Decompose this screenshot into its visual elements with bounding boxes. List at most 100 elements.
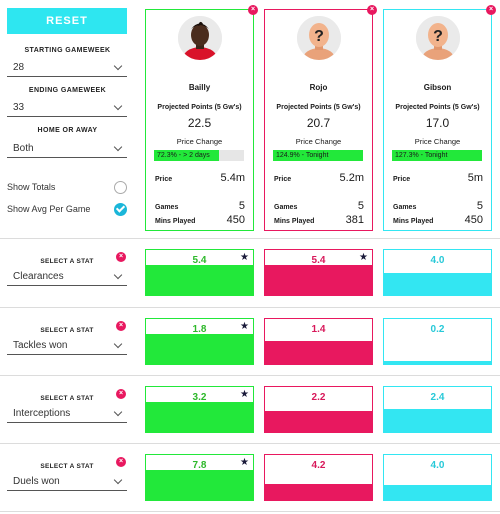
player-card: × ? Gibson Projected Points (5 Gw's) 17.… [383,5,496,231]
stat-value-cell: 4.2 [264,454,373,501]
stat-value: 0.2 [430,324,445,335]
show-totals-row[interactable]: Show Totals [7,179,127,195]
stat-bar-fill [384,409,491,432]
stat-bar-fill [146,334,253,364]
price-change-label: Price Change [176,137,223,146]
stat-value-cell: 1.4 [264,318,373,365]
mins-label: Mins Played [274,218,315,225]
mins-value: 450 [226,214,245,226]
starting-gameweek-label: STARTING GAMEWEEK [24,47,111,54]
divider [0,375,500,376]
price-change-label: Price Change [295,137,342,146]
stat-bar-fill [384,485,491,500]
remove-player-button[interactable]: × [486,5,496,15]
price-change-text: 127.3% - Tonight [395,152,448,159]
show-avg-row[interactable]: Show Avg Per Game [7,201,127,217]
stat-value-cell: 1.8 ★ [145,318,254,365]
price-label: Price [155,176,173,183]
close-icon: × [116,321,126,331]
stat-value: 2.4 [430,392,445,403]
player-name: Rojo [309,83,328,92]
close-icon: × [116,457,126,467]
checkmark-icon [115,203,126,213]
stat-value: 4.0 [430,460,445,471]
star-icon: ★ [359,252,368,263]
games-value: 5 [476,200,483,212]
price-change-label: Price Change [414,137,461,146]
ending-gameweek-select[interactable]: 33 [7,97,127,117]
star-icon: ★ [240,389,249,400]
price-change-bar: 127.3% - Tonight [392,150,482,161]
remove-player-button[interactable]: × [367,5,377,15]
stat-value-cell: 5.4 ★ [145,249,254,296]
price-value: 5.2m [339,172,364,184]
stat-select[interactable]: Duels won [7,473,127,491]
games-row: Games 5 [155,200,245,212]
stat-bar-fill [384,361,491,364]
show-totals-toggle[interactable] [114,180,127,194]
stat-bar-fill [384,273,491,295]
svg-text:?: ? [314,28,324,45]
mins-value: 381 [345,214,364,226]
stat-value: 1.8 [192,324,207,335]
mins-row: Mins Played 450 [393,214,483,226]
price-change-text: 124.9% - Tonight [276,152,329,159]
show-avg-label: Show Avg Per Game [7,204,91,214]
chevron-down-icon [113,407,123,417]
price-row: Price 5.4m [155,172,245,184]
mins-row: Mins Played 450 [155,214,245,226]
close-icon: × [116,252,126,262]
close-icon: × [248,5,258,15]
projected-points-label: Projected Points (5 Gw's) [157,104,242,111]
projected-points-label: Projected Points (5 Gw's) [276,104,361,111]
home-or-away-select[interactable]: Both [7,138,127,158]
price-change-bar: 124.9% - Tonight [273,150,363,161]
player-avatar: ? [297,16,341,60]
price-change-fill [154,150,220,161]
price-value: 5.4m [220,172,245,184]
show-avg-toggle[interactable] [114,202,127,216]
close-icon: × [116,389,126,399]
mins-label: Mins Played [393,218,434,225]
chevron-down-icon [113,270,123,280]
stat-value-cell: 0.2 [383,318,492,365]
player-name: Gibson [423,83,452,92]
remove-stat-button[interactable]: × [116,252,126,262]
stat-value: 3.2 [192,392,207,403]
remove-stat-button[interactable]: × [116,457,126,467]
stat-value: 7.8 [192,460,207,471]
stat-select[interactable]: Tackles won [7,337,127,355]
select-stat-label: SELECT A STAT [40,395,94,402]
divider [0,511,500,512]
stat-value: 5.4 [311,255,326,266]
stat-bar-fill [265,341,372,364]
stat-bar-fill [265,484,372,500]
games-value: 5 [238,200,245,212]
chevron-down-icon [113,339,123,349]
stat-value: 4.2 [311,460,326,471]
remove-stat-button[interactable]: × [116,321,126,331]
mins-value: 450 [464,214,483,226]
starting-gameweek-value: 28 [13,62,25,73]
select-stat-label: SELECT A STAT [40,463,94,470]
player-card: × ? Rojo Projected Points (5 Gw's) 20.7 … [264,5,377,231]
divider [0,238,500,239]
home-or-away-label: HOME OR AWAY [37,127,98,134]
stat-select-value: Clearances [13,271,64,282]
remove-player-button[interactable]: × [248,5,258,15]
reset-button[interactable]: RESET [7,8,127,34]
stat-value-cell: 5.4 ★ [264,249,373,296]
stat-select[interactable]: Clearances [7,268,127,286]
star-icon: ★ [240,252,249,263]
stat-select-value: Interceptions [13,408,71,419]
close-icon: × [486,5,496,15]
home-or-away-value: Both [13,143,34,154]
stat-select[interactable]: Interceptions [7,405,127,423]
games-value: 5 [357,200,364,212]
games-label: Games [393,204,417,211]
remove-stat-button[interactable]: × [116,389,126,399]
stat-bar-fill [146,470,253,500]
starting-gameweek-select[interactable]: 28 [7,57,127,77]
stat-value-cell: 4.0 [383,454,492,501]
ending-gameweek-value: 33 [13,102,25,113]
